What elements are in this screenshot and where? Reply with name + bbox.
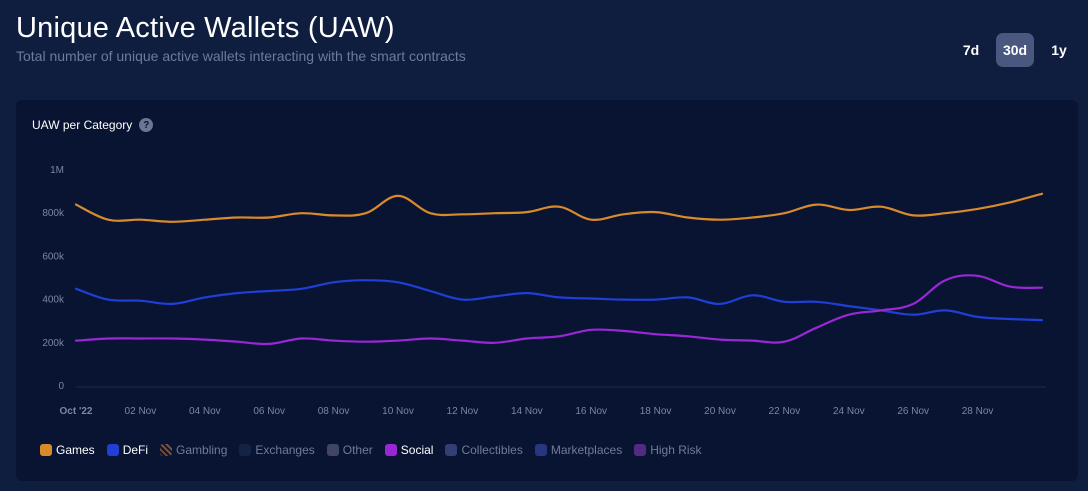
page-title: Unique Active Wallets (UAW)	[16, 12, 395, 44]
legend-item-gambling[interactable]: Gambling	[160, 443, 227, 457]
x-tick-label: 18 Nov	[640, 406, 672, 417]
series-line-games	[74, 192, 1044, 223]
legend-label: High Risk	[650, 443, 702, 457]
time-range-selector: 7d 30d 1y	[952, 33, 1078, 67]
legend-label: Social	[400, 443, 434, 457]
legend-swatch-other	[326, 444, 339, 456]
x-tick-label: 16 Nov	[575, 406, 607, 417]
legend-item-other[interactable]: Other	[326, 443, 373, 457]
legend-label: Gambling	[176, 443, 228, 457]
x-tick-label: 22 Nov	[769, 406, 801, 417]
y-tick-label: 800k	[42, 208, 65, 219]
y-tick-label: 400k	[42, 295, 65, 306]
legend-swatch-social	[384, 444, 397, 456]
chart-title: UAW per Category ?	[32, 118, 154, 132]
x-tick-label: 24 Nov	[833, 406, 865, 417]
legend-label: Other	[342, 443, 373, 457]
range-30d-button[interactable]: 30d	[996, 33, 1034, 67]
x-tick-label: 14 Nov	[511, 406, 543, 417]
y-tick-label: 600k	[42, 251, 65, 262]
x-tick-label: 10 Nov	[382, 406, 414, 417]
x-tick-label: Oct '22	[60, 406, 93, 417]
range-1y-button[interactable]: 1y	[1051, 42, 1067, 58]
legend-swatch-high-risk	[634, 444, 647, 456]
legend-item-marketplaces[interactable]: Marketplaces	[534, 443, 623, 457]
x-tick-label: 28 Nov	[962, 406, 994, 417]
x-tick-label: 20 Nov	[704, 406, 736, 417]
page-subtitle: Total number of unique active wallets in…	[16, 48, 466, 64]
question-circle-icon[interactable]: ?	[139, 118, 154, 132]
x-tick-label: 02 Nov	[125, 406, 157, 417]
legend-swatch-games	[40, 444, 52, 456]
y-tick-label: 0	[58, 381, 64, 392]
legend-label: DeFi	[122, 443, 149, 457]
chart-title-label: UAW per Category	[32, 118, 133, 132]
legend-label: Games	[56, 443, 95, 457]
legend-item-defi[interactable]: DeFi	[106, 443, 149, 457]
y-tick-label: 200k	[42, 338, 65, 349]
legend-swatch-gambling	[160, 444, 173, 456]
legend-label: Exchanges	[255, 443, 315, 457]
legend-label: Marketplaces	[550, 443, 623, 457]
x-tick-label: 04 Nov	[189, 406, 221, 417]
x-tick-label: 26 Nov	[897, 406, 929, 417]
chart-card: 0 200k 400k 600k 800k 1M Oct '22 02 Nov 04 Nov 06…	[16, 100, 1078, 481]
legend-swatch-exchanges	[239, 444, 252, 456]
series-line-social	[74, 274, 1044, 346]
legend-swatch-marketplaces	[534, 444, 547, 456]
legend-item-high-risk[interactable]: High Risk	[634, 443, 702, 457]
y-tick-label: 1M	[50, 165, 64, 176]
x-tick-label: 12 Nov	[447, 406, 479, 417]
legend-label: Collectibles	[461, 443, 523, 457]
x-tick-label: 08 Nov	[318, 406, 350, 417]
range-7d-button[interactable]: 7d	[962, 42, 980, 58]
legend-item-games[interactable]: Games	[40, 443, 95, 457]
legend-item-exchanges[interactable]: Exchanges	[239, 443, 315, 457]
series-line-defi	[74, 279, 1044, 322]
x-tick-label: 06 Nov	[253, 406, 285, 417]
legend-swatch-collectibles	[445, 444, 458, 456]
uaw-line-chart: 0 200k 400k 600k 800k 1M Oct '22 02 Nov 04 Nov 06…	[42, 165, 1046, 417]
legend-item-collectibles[interactable]: Collectibles	[445, 443, 523, 457]
chart-legend: Games DeFi Gambling Exchanges Other Social Col…	[40, 443, 702, 457]
legend-swatch-defi	[106, 444, 119, 456]
legend-item-social[interactable]: Social	[384, 443, 434, 457]
